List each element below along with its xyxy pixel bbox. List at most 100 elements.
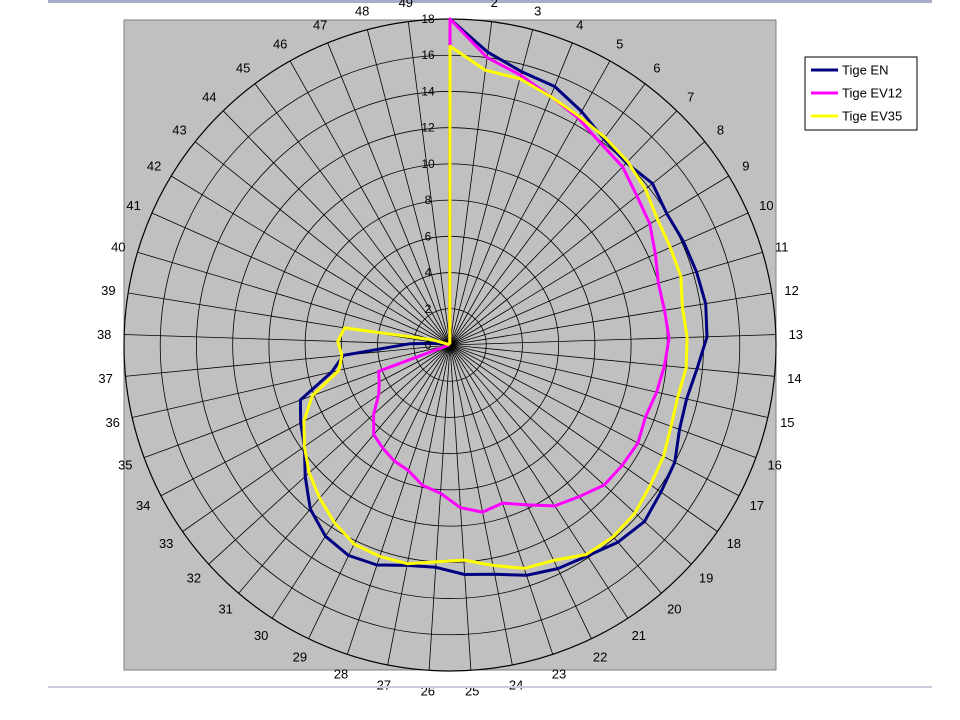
grid-spoke-5 — [449, 60, 611, 346]
grid-spoke-17 — [449, 344, 740, 497]
grid-spoke-40 — [137, 251, 451, 346]
grid-spoke-20 — [449, 344, 662, 594]
radial-tick-label: 6 — [425, 229, 432, 243]
grid-spoke-7 — [449, 110, 678, 346]
category-label: 23 — [552, 666, 566, 681]
grid-spoke-23 — [449, 344, 554, 655]
category-label: 30 — [254, 628, 268, 643]
radial-tick-label: 14 — [421, 84, 435, 98]
legend-label: Tige EV12 — [842, 86, 902, 101]
grid-spoke-32 — [208, 344, 451, 565]
category-label: 37 — [98, 371, 112, 386]
radial-tick-label: 0 — [425, 338, 432, 352]
grid-spoke-4 — [449, 42, 573, 346]
category-label: 18 — [727, 536, 741, 551]
category-label: 20 — [667, 602, 681, 617]
grid-spoke-11 — [449, 251, 763, 346]
category-label: 14 — [787, 371, 801, 386]
category-label: 43 — [172, 122, 186, 137]
category-label: 39 — [101, 283, 115, 298]
grid-spoke-37 — [125, 344, 451, 377]
category-label: 16 — [767, 458, 781, 473]
category-label: 28 — [334, 666, 348, 681]
category-label: 12 — [784, 283, 798, 298]
grid-spoke-48 — [366, 29, 451, 346]
grid-spoke-13 — [449, 334, 776, 346]
category-label: 15 — [780, 415, 794, 430]
category-label: 45 — [236, 61, 250, 76]
grid-spoke-28 — [346, 344, 451, 655]
grid-spoke-24 — [449, 344, 513, 666]
radial-tick-label: 8 — [425, 193, 432, 207]
category-label: 22 — [593, 650, 607, 665]
category-label: 49 — [399, 0, 413, 10]
grid-spoke-2 — [449, 21, 493, 346]
category-labels: 2345678910111213141516171819202122232425… — [97, 0, 803, 698]
grid-spoke-44 — [222, 110, 451, 346]
grid-spoke-30 — [271, 344, 451, 619]
grid-spoke-22 — [449, 344, 592, 639]
series-line-tige-ev35 — [302, 44, 689, 570]
category-label: 34 — [136, 498, 150, 513]
grid-spoke-43 — [194, 141, 451, 346]
category-label: 17 — [750, 498, 764, 513]
grid-spoke-3 — [449, 29, 534, 346]
series-lines — [298, 17, 709, 577]
category-label: 21 — [632, 628, 646, 643]
category-label: 3 — [534, 3, 541, 18]
grid-spoke-6 — [449, 83, 646, 346]
grid-spoke-21 — [449, 344, 629, 619]
legend-label: Tige EN — [842, 63, 888, 78]
category-label: 10 — [759, 198, 773, 213]
grid-spoke-10 — [449, 212, 749, 346]
legend-label: Tige EV35 — [842, 109, 902, 124]
category-label: 4 — [576, 17, 583, 32]
grid-spoke-26 — [428, 344, 451, 671]
grid-spoke-8 — [449, 141, 706, 346]
top-divider — [48, 0, 932, 3]
grid-spoke-15 — [449, 344, 768, 418]
category-label: 32 — [187, 571, 201, 586]
category-label: 44 — [202, 90, 216, 105]
legend: Tige EN Tige EV12 Tige EV35 — [804, 56, 918, 131]
category-label: 41 — [126, 198, 140, 213]
category-label: 48 — [355, 3, 369, 18]
grid-spoke-18 — [449, 344, 718, 532]
grid-spoke-33 — [182, 344, 451, 532]
category-label: 46 — [273, 37, 287, 52]
radial-tick-label: 4 — [425, 266, 432, 280]
grid-spoke-45 — [254, 83, 451, 346]
category-label: 40 — [111, 240, 125, 255]
category-label: 5 — [616, 37, 623, 52]
category-label: 19 — [699, 571, 713, 586]
category-label: 42 — [147, 159, 161, 174]
category-label: 35 — [118, 458, 132, 473]
grid-spoke-16 — [449, 344, 757, 458]
category-label: 33 — [159, 536, 173, 551]
category-label: 6 — [653, 61, 660, 76]
grid-spoke-41 — [151, 212, 451, 346]
category-label: 11 — [775, 240, 789, 255]
category-label: 8 — [717, 122, 724, 137]
radial-tick-labels: 0 2 4 6 8 10 12 14 16 18 — [421, 12, 435, 352]
category-label: 38 — [97, 327, 111, 342]
grid-spoke-49 — [407, 21, 451, 346]
category-label: 47 — [313, 17, 327, 32]
grid-spoke-14 — [449, 344, 775, 377]
grid-spoke-42 — [171, 175, 451, 346]
category-label: 2 — [491, 0, 498, 10]
category-label: 9 — [742, 159, 749, 174]
radial-tick-label: 16 — [421, 48, 435, 62]
grid-spoke-36 — [132, 344, 451, 418]
grid-spoke-38 — [124, 334, 451, 346]
radial-tick-label: 2 — [425, 302, 432, 316]
category-label: 29 — [293, 650, 307, 665]
grid-spoke-27 — [387, 344, 451, 666]
radial-tick-label: 12 — [421, 121, 435, 135]
grid-spoke-12 — [449, 292, 772, 346]
category-label: 36 — [105, 415, 119, 430]
category-label: 7 — [687, 90, 694, 105]
category-label: 27 — [377, 678, 391, 693]
radial-tick-label: 18 — [421, 12, 435, 26]
